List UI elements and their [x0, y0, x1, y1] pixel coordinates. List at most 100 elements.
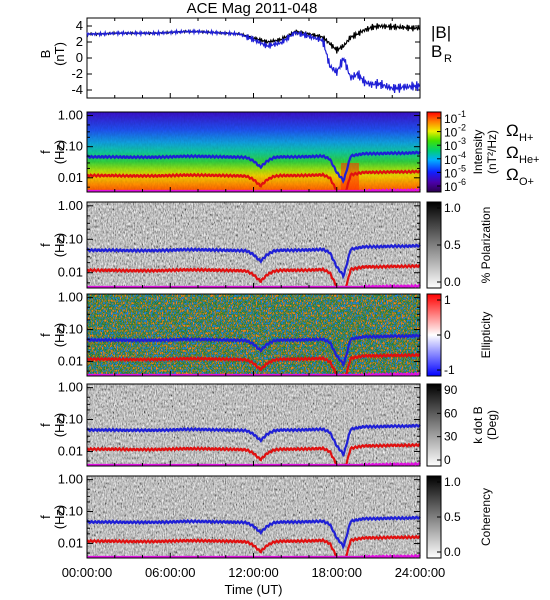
- x-tick-label: 12:00:00: [228, 565, 279, 580]
- y-tick-label: 1.00: [58, 108, 83, 123]
- figure-title: ACE Mag 2011-048: [187, 0, 318, 17]
- x-axis-label: Time (UT): [224, 582, 282, 597]
- b-field-plot-frame: [86, 17, 421, 99]
- colorbar-tick-label: 0.5: [444, 510, 461, 524]
- y-axis-label: f: [38, 515, 53, 519]
- y-axis-unit: (Hz): [52, 140, 67, 165]
- x-tick-label: 18:00:00: [311, 565, 362, 580]
- y-tick-label: 0.01: [58, 170, 83, 185]
- y-tick-label: 0.01: [58, 535, 83, 550]
- he-plus-gyrofrequency-line: [86, 169, 421, 193]
- y-tick-label: 1.00: [58, 290, 83, 305]
- y-axis-unit: (Hz): [52, 233, 67, 258]
- h-plus-gyrofrequency-line: [86, 333, 421, 368]
- spectrogram-panel-2: 1.00 0.10 0.01 f (Hz) 1.0 0.5 0.0 % Polarization: [38, 198, 493, 289]
- colorbar-label: Ellipticity: [479, 312, 493, 359]
- colorbar: [426, 383, 442, 467]
- legend-subscript: He+: [519, 154, 540, 166]
- colorbar-unit: (nT²/Hz): [485, 130, 499, 174]
- spectrogram-panel-4: 1.00 0.10 0.01 f (Hz) 90 60 30 0 k dot B (Deg): [38, 380, 499, 467]
- spectrogram-panel-1: 1.000.100.01f (Hz)10-110-210-310-410 -510-…: [38, 108, 540, 194]
- legend-omega-h-plus: Ω: [506, 121, 519, 140]
- colorbar-tick-label: 10: [444, 112, 458, 126]
- colorbar-tick-label: 60: [444, 406, 458, 420]
- y-tick-label: 0.10: [58, 412, 83, 427]
- spectrogram-panel-3: 1.00 0.10 0.01 f (Hz) 1 0 -1 Ellipticity: [38, 290, 493, 377]
- colorbar-label: % Polarization: [479, 207, 493, 284]
- colorbar-tick-label: 0: [444, 328, 451, 342]
- y-tick-label: 1.00: [58, 380, 83, 395]
- y-axis-unit: (Hz): [52, 323, 67, 348]
- y-tick-label: -4: [71, 82, 83, 97]
- y-tick-label: 0.10: [58, 322, 83, 337]
- series-b-r-line: [86, 28, 421, 94]
- y-axis-label: f: [38, 333, 53, 337]
- colorbar-tick-label: 90: [444, 383, 458, 397]
- colorbar-label: Intensity: [471, 130, 485, 175]
- colorbar-tick-label: 0: [444, 453, 451, 467]
- x-tick-label: 06:00:00: [145, 565, 196, 580]
- colorbar-label: k dot B: [471, 406, 485, 443]
- h-plus-gyrofrequency-line: [86, 423, 421, 458]
- y-axis-label: f: [38, 243, 53, 247]
- colorbar-tick-exponent: -5: [458, 163, 466, 173]
- legend-b-r: B: [431, 42, 442, 61]
- he-plus-gyrofrequency-line: [86, 534, 421, 559]
- colorbar-tick-label: 30: [444, 430, 458, 444]
- colorbar-tick-label: -1: [444, 363, 455, 377]
- h-plus-gyrofrequency-line: [86, 515, 421, 550]
- colorbar-tick-label: 0.0: [444, 275, 461, 289]
- colorbar-tick-exponent: -1: [458, 109, 466, 119]
- y-axis-label: B: [38, 50, 53, 59]
- y-tick-label: 0.10: [58, 231, 83, 246]
- legend-omega-he-plus: Ω: [506, 143, 519, 162]
- colorbar-tick-label: 10: [444, 126, 458, 140]
- legend-b-r-subscript: R: [444, 53, 452, 65]
- y-tick-label: 1.00: [58, 472, 83, 487]
- he-plus-gyrofrequency-line: [86, 442, 421, 467]
- legend-b-magnitude: |B|: [431, 23, 451, 42]
- y-tick-label: 0.10: [58, 504, 83, 519]
- x-tick-label: 24:00:00: [395, 565, 446, 580]
- legend-subscript: H+: [519, 132, 533, 144]
- colorbar: [426, 111, 442, 193]
- legend-subscript: O+: [519, 176, 534, 188]
- y-tick-label: 0.01: [58, 265, 83, 280]
- he-plus-gyrofrequency-line: [86, 263, 421, 289]
- colorbar-unit: (Deg): [485, 410, 499, 440]
- x-tick-label: 00:00:00: [62, 565, 113, 580]
- colorbar-tick-label: 1.0: [444, 475, 461, 489]
- colorbar-tick-label: 1.0: [444, 201, 461, 215]
- colorbar-tick-exponent: -2: [458, 123, 466, 133]
- y-tick-label: 4: [76, 18, 83, 33]
- colorbar-tick-exponent: -4: [458, 150, 466, 160]
- y-tick-label: 0: [76, 50, 83, 65]
- colorbar-tick-label: 10: [444, 139, 458, 153]
- colorbar-tick-exponent: -6: [458, 177, 466, 187]
- he-plus-gyrofrequency-line: [86, 352, 421, 377]
- y-axis-label: f: [38, 423, 53, 427]
- colorbar-tick-label: 0.0: [444, 545, 461, 559]
- colorbar-tick-label: 10: [444, 153, 458, 167]
- y-axis-unit: (nT): [52, 42, 67, 66]
- y-tick-label: 0.10: [58, 139, 83, 154]
- y-axis-unit: (Hz): [52, 505, 67, 530]
- y-tick-label: 1.00: [58, 198, 83, 213]
- h-plus-gyrofrequency-line: [86, 243, 421, 280]
- spectrogram-panel-5: 1.00 0.10 0.01 f (Hz) 1.0 0.5 0.0 Coherency: [38, 472, 493, 559]
- colorbar-tick-label: 0.5: [444, 238, 461, 252]
- y-axis-unit: (Hz): [52, 413, 67, 438]
- y-axis-label: f: [38, 150, 53, 154]
- colorbar-tick-label: 10: [444, 180, 458, 194]
- colorbar-tick-label: 1: [444, 293, 451, 307]
- y-tick-label: 0.01: [58, 353, 83, 368]
- h-plus-gyrofrequency-line: [86, 150, 421, 184]
- y-tick-label: 0.01: [58, 443, 83, 458]
- y-tick-label: 2: [76, 34, 83, 49]
- colorbar-label: Coherency: [479, 488, 493, 546]
- colorbar-tick-exponent: -3: [458, 136, 466, 146]
- colorbar-tick-label: 10: [444, 166, 458, 180]
- legend-omega-o-plus: Ω: [506, 165, 519, 184]
